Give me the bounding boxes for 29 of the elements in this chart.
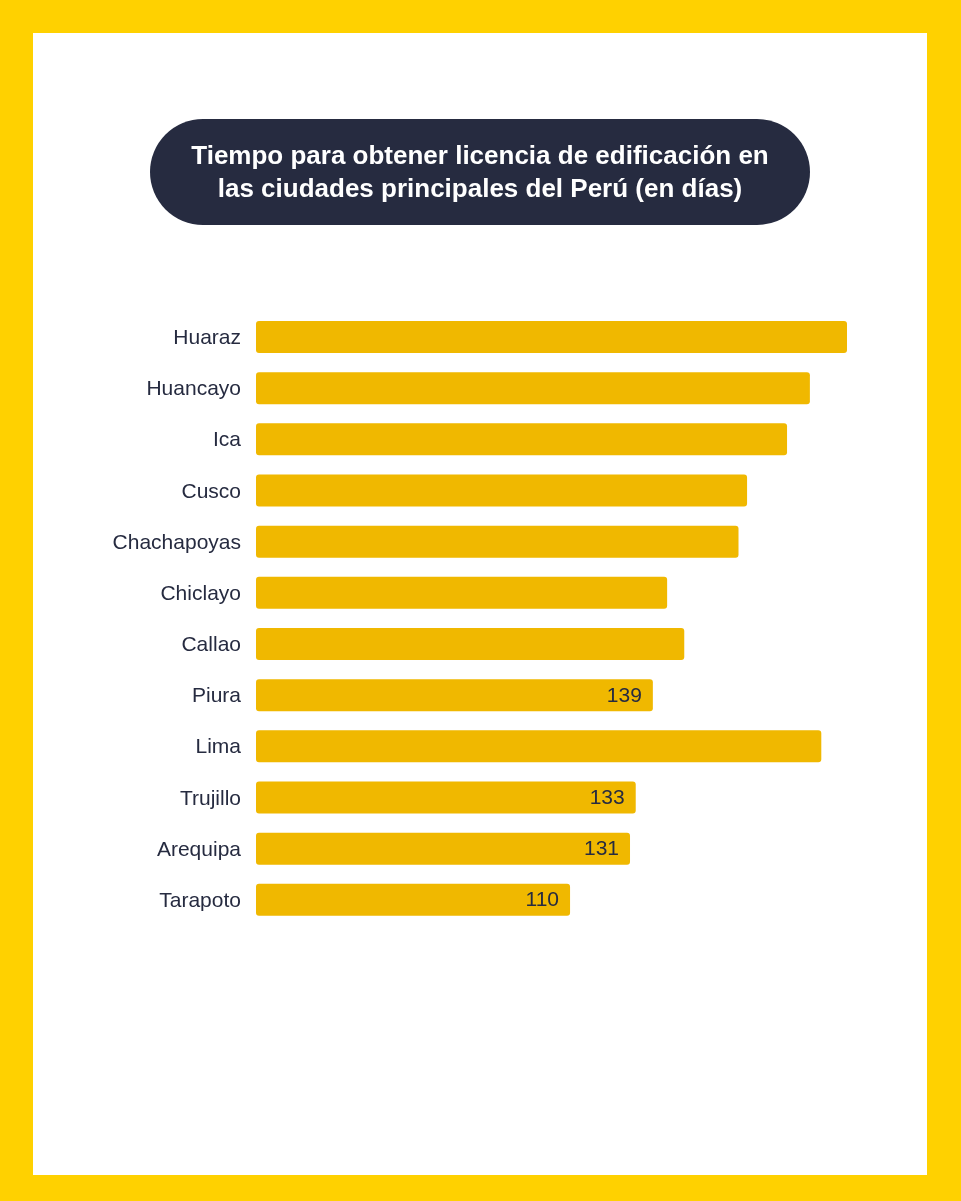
bar	[256, 883, 571, 916]
y-tick-label: Chachapoyas	[112, 529, 241, 553]
y-tick-label: Huaraz	[173, 325, 241, 349]
bar	[256, 423, 788, 456]
y-tick-label: Ica	[212, 427, 242, 451]
bar	[256, 372, 810, 405]
chart-title: Tiempo para obtener licencia de edificación en las ciudades principales del Perú (en días)	[190, 139, 770, 205]
data-label: 110	[525, 887, 560, 911]
y-tick-label: Arequipa	[156, 836, 242, 860]
y-tick-label: Piura	[191, 683, 242, 707]
y-tick-label: Callao	[181, 632, 241, 656]
bar	[256, 628, 685, 660]
y-tick-label: Tarapoto	[159, 887, 241, 911]
bar	[256, 576, 668, 609]
y-tick-label: Cusco	[181, 478, 241, 502]
bar	[256, 321, 847, 353]
bar	[256, 525, 739, 558]
y-tick-label: Lima	[195, 734, 242, 758]
y-tick-label: Huancayo	[146, 376, 241, 400]
data-label: 131	[583, 836, 620, 860]
bar	[256, 474, 748, 507]
bar	[256, 679, 653, 712]
bar	[256, 781, 636, 814]
y-tick-label: Trujillo	[179, 785, 241, 809]
data-label: 139	[606, 682, 642, 706]
y-tick-label: Chiclayo	[160, 580, 241, 604]
bar	[256, 832, 631, 865]
data-label: 133	[589, 785, 625, 809]
bar	[256, 730, 822, 763]
